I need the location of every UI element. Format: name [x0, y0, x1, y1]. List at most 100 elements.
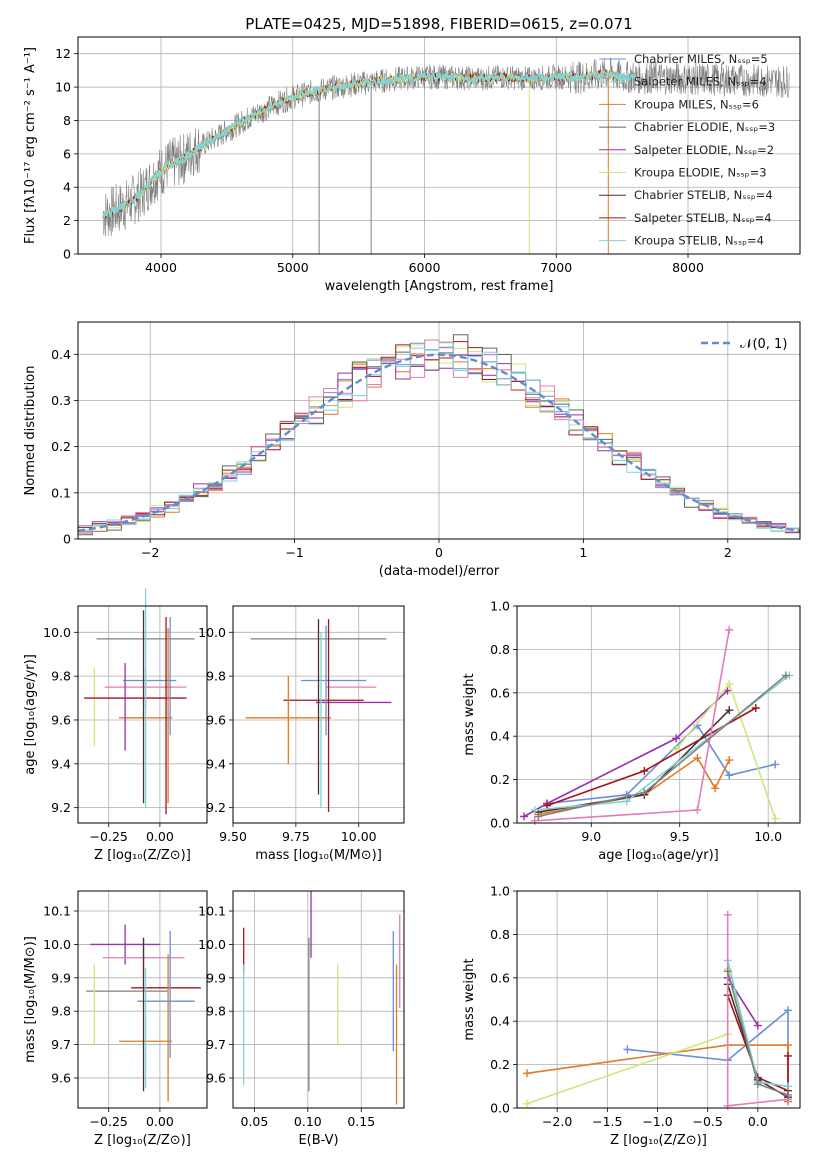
- x-tick-label: 9.50: [219, 829, 247, 844]
- y-tick-label: 10.0: [198, 937, 226, 952]
- weight-point: [725, 771, 734, 780]
- histogram-kroupa_stelib: [78, 342, 800, 532]
- x-tick-label: 10.00: [341, 829, 377, 844]
- weight-point: [520, 812, 529, 821]
- y-tick-label: 0: [63, 247, 71, 262]
- y-tick-label: 0.1: [51, 485, 71, 500]
- weight-point: [523, 1099, 532, 1108]
- weight-series-salpeter_elodie: [727, 977, 759, 1026]
- x-tick-label: 9.75: [282, 829, 310, 844]
- x-tick-label: 0: [435, 545, 443, 560]
- y-tick-label: 9.2: [206, 800, 226, 815]
- x-axis-label: Z [log₁₀(Z/Z⊙)]: [94, 848, 191, 863]
- weight-point: [693, 805, 702, 814]
- y-tick-label: 9.4: [51, 756, 71, 771]
- axes-frame: [232, 605, 405, 824]
- y-tick-label: 10.0: [198, 625, 226, 640]
- weight-series-kroupa_miles: [538, 756, 730, 816]
- y-tick-label: 10.0: [43, 625, 71, 640]
- y-tick-label: 10: [55, 80, 71, 95]
- y-tick-label: 9.8: [206, 1004, 226, 1019]
- x-axis-label: Z [log₁₀(Z/Z⊙)]: [610, 1133, 707, 1148]
- weight-point: [783, 1006, 792, 1015]
- y-tick-label: 9.6: [206, 712, 226, 727]
- x-tick-label: 4000: [145, 260, 177, 275]
- y-tick-label: 10.0: [43, 937, 71, 952]
- y-tick-label: 9.6: [51, 712, 71, 727]
- weight-point: [783, 1051, 792, 1060]
- weight-point: [783, 1041, 792, 1050]
- axes-frame: [232, 890, 405, 1109]
- y-tick-label: 10.1: [198, 904, 226, 919]
- weight-point: [751, 703, 760, 712]
- x-axis-label: (data-model)/error: [379, 564, 500, 579]
- y-tick-label: 0.4: [490, 1014, 510, 1029]
- y-axis-label: Normed distribution: [23, 366, 38, 496]
- y-axis-label: mass [log₁₀(M/M⊙)]: [23, 936, 38, 1063]
- weight-series-salpeter_stelib: [546, 707, 757, 807]
- x-axis-label: E(B-V): [298, 1133, 338, 1148]
- axes-frame: [77, 321, 801, 540]
- x-tick-label: −2.0: [542, 1114, 572, 1129]
- weight-point: [781, 671, 790, 680]
- legend-entry: Chabrier MILES, Nₛₛₚ=5: [634, 52, 768, 66]
- x-tick-label: 1: [579, 545, 587, 560]
- y-tick-label: 0.4: [490, 729, 510, 744]
- weight-point: [711, 784, 720, 793]
- x-tick-label: 7000: [540, 260, 572, 275]
- y-tick-label: 9.6: [51, 1070, 71, 1085]
- y-tick-label: 0.0: [490, 816, 510, 831]
- y-tick-label: 0.6: [490, 970, 510, 985]
- weight-point: [640, 766, 649, 775]
- weight-point: [783, 1090, 792, 1099]
- axes-frame: [77, 605, 208, 824]
- x-tick-label: 0.0: [748, 1114, 768, 1129]
- histogram-kroupa_elodie: [78, 339, 800, 531]
- weight-point: [771, 760, 780, 769]
- y-tick-label: 9.8: [51, 669, 71, 684]
- weight-series-chabrier_miles: [547, 724, 776, 805]
- y-tick-label: 6: [63, 146, 71, 161]
- y-tick-label: 9.9: [206, 970, 226, 985]
- axes-frame: [516, 890, 801, 1109]
- weight-point: [672, 734, 681, 743]
- weight-point: [530, 805, 539, 814]
- weight-series-kroupa_elodie: [526, 968, 759, 1105]
- weight-point: [640, 788, 649, 797]
- chart-title: PLATE=0425, MJD=51898, FIBERID=0615, z=0…: [245, 15, 632, 33]
- y-tick-label: 0.3: [51, 393, 71, 408]
- weight-point: [672, 745, 681, 754]
- model-spectrum-salpeter_stelib: [102, 68, 626, 220]
- x-tick-label: 0.15: [347, 1114, 375, 1129]
- legend-entry: Salpeter ELODIE, Nₛₛₚ=2: [634, 143, 774, 157]
- y-tick-label: 9.8: [51, 1004, 71, 1019]
- x-tick-label: −0.5: [692, 1114, 722, 1129]
- legend-entry: Chabrier ELODIE, Nₛₛₚ=3: [634, 120, 775, 134]
- weight-point: [723, 1101, 732, 1110]
- weight-point: [723, 910, 732, 919]
- y-tick-label: 9.9: [51, 970, 71, 985]
- x-tick-label: 0.05: [240, 1114, 268, 1129]
- x-tick-label: −1: [285, 545, 303, 560]
- weight-point: [725, 756, 734, 765]
- y-tick-label: 0.4: [51, 347, 71, 362]
- x-tick-label: 10.0: [754, 829, 782, 844]
- y-tick-label: 1.0: [490, 599, 510, 614]
- x-tick-label: 6000: [409, 260, 441, 275]
- y-tick-label: 0.6: [490, 685, 510, 700]
- x-tick-label: 5000: [277, 260, 309, 275]
- y-tick-label: 0.8: [490, 927, 510, 942]
- y-tick-label: 0.8: [490, 642, 510, 657]
- y-tick-label: 0.0: [490, 1101, 510, 1116]
- weight-point: [723, 967, 732, 976]
- x-tick-label: 0.10: [294, 1114, 322, 1129]
- x-tick-label: 2: [724, 545, 732, 560]
- y-tick-label: 9.2: [51, 800, 71, 815]
- y-tick-label: 4: [63, 180, 71, 195]
- x-tick-label: 9.5: [670, 829, 690, 844]
- x-tick-label: −1.5: [592, 1114, 622, 1129]
- axes-frame: [77, 890, 208, 1109]
- model-spectrum-kroupa_miles: [102, 70, 626, 219]
- weight-point: [534, 812, 543, 821]
